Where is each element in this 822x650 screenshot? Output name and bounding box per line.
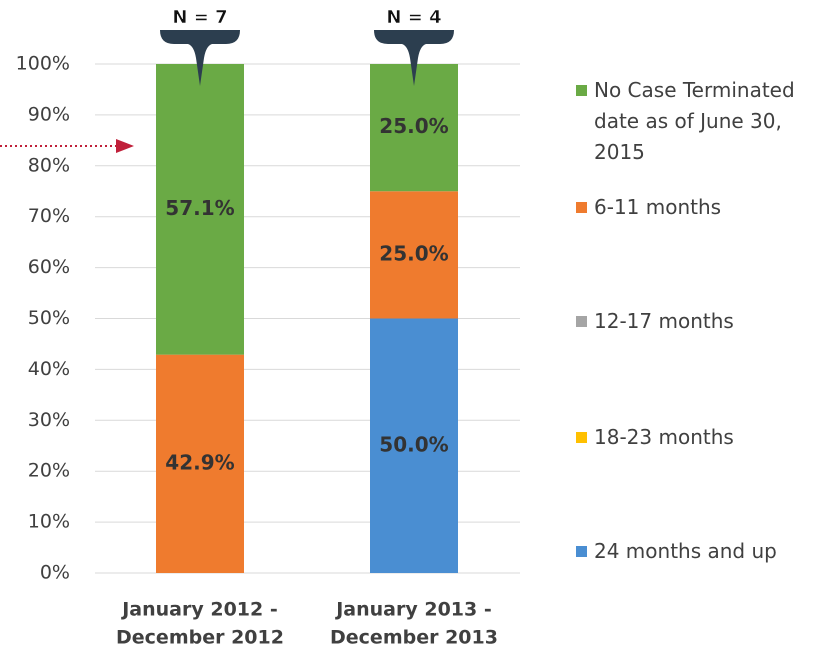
data-label: 25.0% — [379, 114, 448, 138]
y-tick-label: 60% — [28, 256, 70, 278]
annotation: N = 4 — [386, 7, 441, 28]
bar-segment — [370, 191, 458, 319]
legend-swatch — [576, 85, 587, 96]
y-tick-label: 70% — [28, 205, 70, 227]
y-tick-label: 50% — [28, 307, 70, 329]
bar-segment — [156, 64, 244, 355]
legend-label: 24 months and up — [594, 539, 777, 563]
y-tick-label: 20% — [28, 460, 70, 482]
data-label: 42.9% — [165, 450, 234, 474]
legend-item: 12-17 months — [576, 306, 816, 337]
data-label: 25.0% — [379, 241, 448, 265]
callout — [160, 30, 240, 86]
legend-label: 12-17 months — [594, 309, 734, 333]
legend-swatch — [576, 202, 587, 213]
legend-swatch — [576, 316, 587, 327]
legend-item: 6-11 months — [576, 192, 816, 223]
bar-segment — [370, 318, 458, 573]
legend-label: 6-11 months — [594, 195, 722, 219]
x-tick-label: December 2012 — [116, 627, 284, 649]
x-tick-label: January 2013 - — [334, 599, 492, 621]
bar-segment — [156, 354, 244, 573]
legend-item: 18-23 months — [576, 422, 816, 453]
legend-label: No Case Terminated date as of June 30, 2… — [594, 78, 795, 164]
y-tick-label: 40% — [28, 358, 70, 380]
legend-item: No Case Terminated date as of June 30, 2… — [576, 75, 816, 168]
legend-item: 24 months and up — [576, 536, 816, 567]
callout — [374, 30, 454, 86]
y-tick-label: 0% — [40, 562, 70, 584]
y-tick-label: 90% — [28, 103, 70, 125]
y-tick-label: 30% — [28, 409, 70, 431]
y-tick-label: 10% — [28, 511, 70, 533]
data-label: 50.0% — [379, 432, 448, 456]
legend-swatch — [576, 546, 587, 557]
x-tick-label: December 2013 — [330, 627, 498, 649]
legend-swatch — [576, 432, 587, 443]
y-tick-label: 100% — [16, 53, 70, 75]
legend-label: 18-23 months — [594, 425, 734, 449]
data-label: 57.1% — [165, 196, 234, 220]
y-tick-label: 80% — [28, 154, 70, 176]
annotation: N = 7 — [172, 7, 227, 28]
pointer-head — [116, 139, 134, 153]
x-tick-label: January 2012 - — [120, 599, 278, 621]
